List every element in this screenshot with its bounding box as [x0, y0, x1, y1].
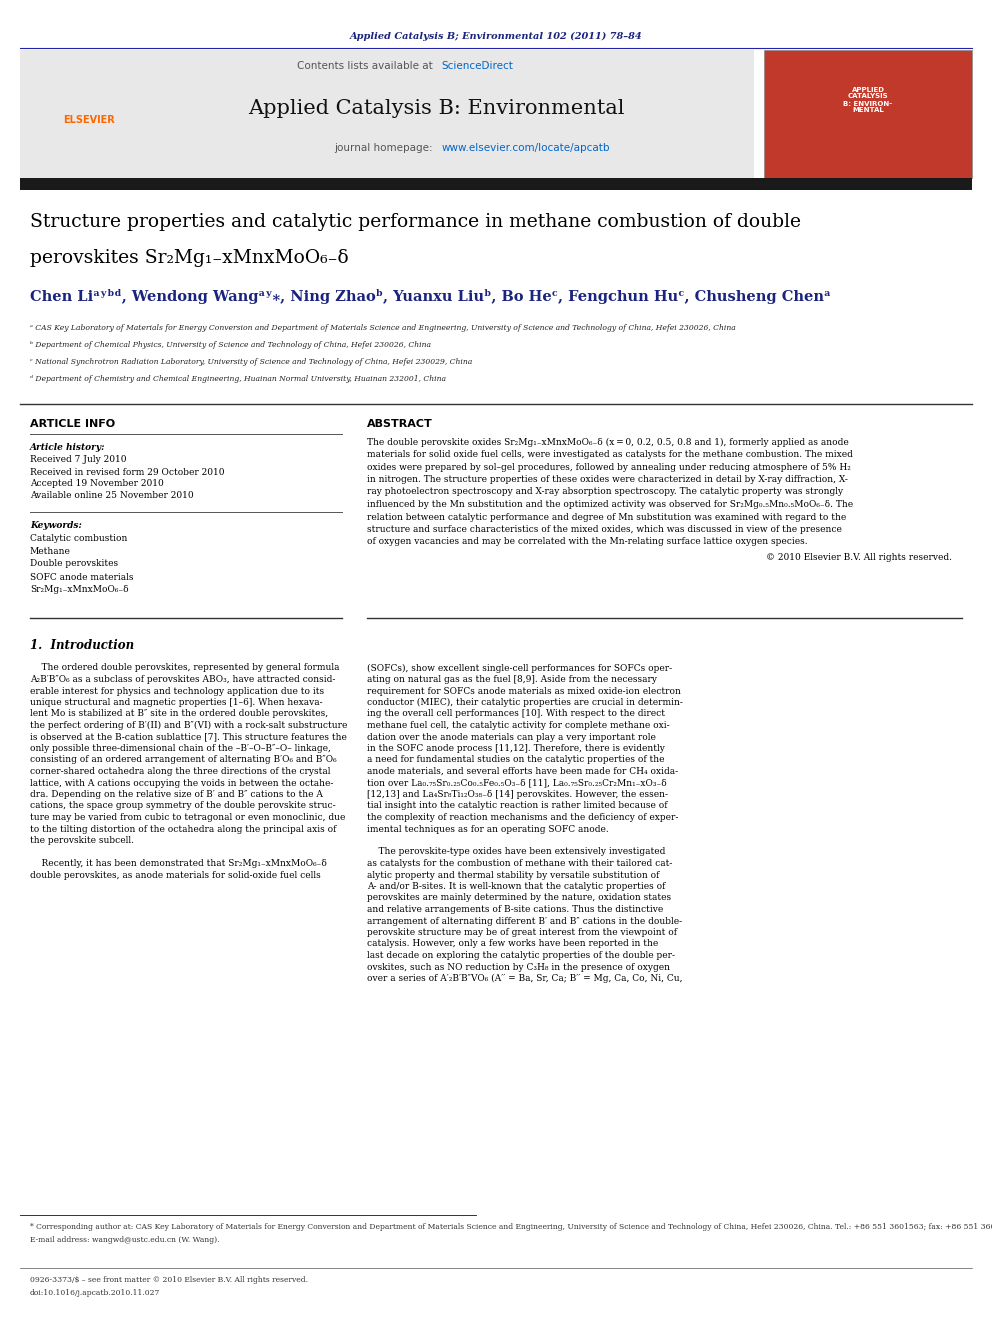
Text: oxides were prepared by sol–gel procedures, followed by annealing under reducing: oxides were prepared by sol–gel procedur… — [367, 463, 851, 471]
Text: ARTICLE INFO: ARTICLE INFO — [30, 419, 115, 429]
Text: The double perovskite oxides Sr₂Mg₁₋xMnxMoO₆₋δ (x = 0, 0.2, 0.5, 0.8 and 1), for: The double perovskite oxides Sr₂Mg₁₋xMnx… — [367, 438, 849, 447]
Text: Structure properties and catalytic performance in methane combustion of double: Structure properties and catalytic perfo… — [30, 213, 801, 232]
Text: and relative arrangements of B-site cations. Thus the distinctive: and relative arrangements of B-site cati… — [367, 905, 664, 914]
Text: the perfect ordering of B′(II) and B″(VI) with a rock-salt substructure: the perfect ordering of B′(II) and B″(VI… — [30, 721, 347, 730]
Text: relation between catalytic performance and degree of Mn substitution was examine: relation between catalytic performance a… — [367, 512, 846, 521]
Text: perovskites are mainly determined by the nature, oxidation states: perovskites are mainly determined by the… — [367, 893, 672, 902]
Text: consisting of an ordered arrangement of alternating B′O₆ and B″O₆: consisting of an ordered arrangement of … — [30, 755, 336, 765]
Text: as catalysts for the combustion of methane with their tailored cat-: as catalysts for the combustion of metha… — [367, 859, 673, 868]
Text: The ordered double perovskites, represented by general formula: The ordered double perovskites, represen… — [30, 664, 339, 672]
Text: 1.  Introduction: 1. Introduction — [30, 639, 134, 652]
Text: structure and surface characteristics of the mixed oxides, which was discussed i: structure and surface characteristics of… — [367, 525, 842, 534]
Text: alytic property and thermal stability by versatile substitution of: alytic property and thermal stability by… — [367, 871, 660, 880]
Text: Methane: Methane — [30, 546, 70, 556]
Text: Available online 25 November 2010: Available online 25 November 2010 — [30, 492, 193, 500]
Text: 0926-3373/$ – see front matter © 2010 Elsevier B.V. All rights reserved.: 0926-3373/$ – see front matter © 2010 El… — [30, 1275, 308, 1285]
Text: www.elsevier.com/locate/apcatb: www.elsevier.com/locate/apcatb — [441, 143, 610, 153]
Text: ELSEVIER: ELSEVIER — [63, 115, 115, 124]
Text: of oxygen vacancies and may be correlated with the Mn-relating surface lattice o: of oxygen vacancies and may be correlate… — [367, 537, 807, 546]
Text: * Corresponding author at: CAS Key Laboratory of Materials for Energy Conversion: * Corresponding author at: CAS Key Labor… — [30, 1222, 992, 1230]
Bar — [20, 50, 754, 179]
Text: Received 7 July 2010: Received 7 July 2010 — [30, 455, 126, 464]
Text: over a series of A′₂B′B″VO₆ (A′′ = Ba, Sr, Ca; B′′ = Mg, Ca, Co, Ni, Cu,: over a series of A′₂B′B″VO₆ (A′′ = Ba, S… — [367, 974, 682, 983]
Text: tion over La₀.₇₅Sr₀.₂₅Co₀.₅Fe₀.₅O₃₋δ [11], La₀.₇₅Sr₀.₂₅Cr₂Mn₁₋xO₃₋δ: tion over La₀.₇₅Sr₀.₂₅Co₀.₅Fe₀.₅O₃₋δ [11… — [367, 778, 667, 787]
Text: only possible three-dimensional chain of the –B′–O–B″–O– linkage,: only possible three-dimensional chain of… — [30, 744, 330, 753]
Text: ture may be varied from cubic to tetragonal or even monoclinic, due: ture may be varied from cubic to tetrago… — [30, 814, 345, 822]
Text: Received in revised form 29 October 2010: Received in revised form 29 October 2010 — [30, 467, 224, 476]
Text: ing the overall cell performances [10]. With respect to the direct: ing the overall cell performances [10]. … — [367, 709, 665, 718]
Text: perovskites Sr₂Mg₁₋xMnxMoO₆₋δ: perovskites Sr₂Mg₁₋xMnxMoO₆₋δ — [30, 249, 348, 267]
Text: APPLIED
CATALYSIS
B: ENVIRON-
MENTAL: APPLIED CATALYSIS B: ENVIRON- MENTAL — [843, 86, 893, 114]
Text: Article history:: Article history: — [30, 443, 105, 452]
Text: erable interest for physics and technology application due to its: erable interest for physics and technolo… — [30, 687, 323, 696]
Text: ScienceDirect: ScienceDirect — [441, 61, 513, 71]
Text: in the SOFC anode process [11,12]. Therefore, there is evidently: in the SOFC anode process [11,12]. There… — [367, 744, 665, 753]
Text: the complexity of reaction mechanisms and the deficiency of exper-: the complexity of reaction mechanisms an… — [367, 814, 679, 822]
Text: © 2010 Elsevier B.V. All rights reserved.: © 2010 Elsevier B.V. All rights reserved… — [766, 553, 952, 562]
Text: requirement for SOFCs anode materials as mixed oxide-ion electron: requirement for SOFCs anode materials as… — [367, 687, 681, 696]
Text: A₂B′B″O₆ as a subclass of perovskites ABO₃, have attracted consid-: A₂B′B″O₆ as a subclass of perovskites AB… — [30, 675, 335, 684]
Text: the perovskite subcell.: the perovskite subcell. — [30, 836, 134, 845]
Text: doi:10.1016/j.apcatb.2010.11.027: doi:10.1016/j.apcatb.2010.11.027 — [30, 1289, 160, 1297]
Text: [12,13] and La₄Sr₈Ti₁₂O₃₈₋δ [14] perovskites. However, the essen-: [12,13] and La₄Sr₈Ti₁₂O₃₈₋δ [14] perovsk… — [367, 790, 668, 799]
Text: Applied Catalysis B; Environmental 102 (2011) 78–84: Applied Catalysis B; Environmental 102 (… — [350, 32, 642, 41]
Text: double perovskites, as anode materials for solid-oxide fuel cells: double perovskites, as anode materials f… — [30, 871, 320, 880]
Text: SOFC anode materials: SOFC anode materials — [30, 573, 133, 582]
Text: perovskite structure may be of great interest from the viewpoint of: perovskite structure may be of great int… — [367, 927, 677, 937]
Text: journal homepage:: journal homepage: — [334, 143, 436, 153]
Text: Catalytic combustion: Catalytic combustion — [30, 533, 127, 542]
Text: lattice, with A cations occupying the voids in between the octahe-: lattice, with A cations occupying the vo… — [30, 778, 333, 787]
Text: lent Mo is stabilized at B″ site in the ordered double perovskites,: lent Mo is stabilized at B″ site in the … — [30, 709, 328, 718]
Text: a need for fundamental studies on the catalytic properties of the: a need for fundamental studies on the ca… — [367, 755, 665, 765]
Text: materials for solid oxide fuel cells, were investigated as catalysts for the met: materials for solid oxide fuel cells, we… — [367, 450, 853, 459]
Bar — [764, 50, 972, 179]
Text: in nitrogen. The structure properties of these oxides were characterized in deta: in nitrogen. The structure properties of… — [367, 475, 848, 484]
Text: E-mail address: wangwd@ustc.edu.cn (W. Wang).: E-mail address: wangwd@ustc.edu.cn (W. W… — [30, 1236, 219, 1244]
Text: to the tilting distortion of the octahedra along the principal axis of: to the tilting distortion of the octahed… — [30, 824, 336, 833]
Text: ᵇ Department of Chemical Physics, University of Science and Technology of China,: ᵇ Department of Chemical Physics, Univer… — [30, 341, 431, 349]
Text: ᵃ CAS Key Laboratory of Materials for Energy Conversion and Department of Materi: ᵃ CAS Key Laboratory of Materials for En… — [30, 324, 735, 332]
Text: catalysis. However, only a few works have been reported in the: catalysis. However, only a few works hav… — [367, 939, 659, 949]
Text: Keywords:: Keywords: — [30, 521, 81, 531]
Text: corner-shared octahedra along the three directions of the crystal: corner-shared octahedra along the three … — [30, 767, 330, 777]
Text: Contents lists available at: Contents lists available at — [298, 61, 436, 71]
Text: methane fuel cell, the catalytic activity for complete methane oxi-: methane fuel cell, the catalytic activit… — [367, 721, 670, 730]
Text: ᶜ National Synchrotron Radiation Laboratory, University of Science and Technolog: ᶜ National Synchrotron Radiation Laborat… — [30, 359, 472, 366]
Text: Accepted 19 November 2010: Accepted 19 November 2010 — [30, 479, 164, 488]
Text: Applied Catalysis B: Environmental: Applied Catalysis B: Environmental — [248, 98, 625, 118]
Text: (SOFCs), show excellent single-cell performances for SOFCs oper-: (SOFCs), show excellent single-cell perf… — [367, 663, 673, 672]
Text: last decade on exploring the catalytic properties of the double per-: last decade on exploring the catalytic p… — [367, 951, 675, 960]
Text: ovskites, such as NO reduction by C₃H₈ in the presence of oxygen: ovskites, such as NO reduction by C₃H₈ i… — [367, 963, 670, 971]
Text: Chen Liᵃʸᵇᵈ, Wendong Wangᵃʸ⁎, Ning Zhaoᵇ, Yuanxu Liuᵇ, Bo Heᶜ, Fengchun Huᶜ, Chu: Chen Liᵃʸᵇᵈ, Wendong Wangᵃʸ⁎, Ning Zhaoᵇ… — [30, 288, 830, 303]
Text: tial insight into the catalytic reaction is rather limited because of: tial insight into the catalytic reaction… — [367, 802, 668, 811]
Text: unique structural and magnetic properties [1–6]. When hexava-: unique structural and magnetic propertie… — [30, 699, 322, 706]
Text: Sr₂Mg₁₋xMnxMoO₆₋δ: Sr₂Mg₁₋xMnxMoO₆₋δ — [30, 586, 128, 594]
Text: influenced by the Mn substitution and the optimized activity was observed for Sr: influenced by the Mn substitution and th… — [367, 500, 853, 509]
Text: ᵈ Department of Chemistry and Chemical Engineering, Huainan Normal University, H: ᵈ Department of Chemistry and Chemical E… — [30, 374, 445, 382]
Text: cations, the space group symmetry of the double perovskite struc-: cations, the space group symmetry of the… — [30, 802, 335, 811]
Text: anode materials, and several efforts have been made for CH₄ oxida-: anode materials, and several efforts hav… — [367, 767, 679, 777]
Text: imental techniques as for an operating SOFC anode.: imental techniques as for an operating S… — [367, 824, 609, 833]
Text: The perovskite-type oxides have been extensively investigated: The perovskite-type oxides have been ext… — [367, 848, 666, 856]
Text: Recently, it has been demonstrated that Sr₂Mg₁₋xMnxMoO₆₋δ: Recently, it has been demonstrated that … — [30, 859, 326, 868]
Text: ABSTRACT: ABSTRACT — [367, 419, 433, 429]
Bar — [20, 179, 972, 191]
Text: dra. Depending on the relative size of B′ and B″ cations to the A: dra. Depending on the relative size of B… — [30, 790, 322, 799]
Text: arrangement of alternating different B′ and B″ cations in the double-: arrangement of alternating different B′ … — [367, 917, 682, 926]
Text: dation over the anode materials can play a very important role: dation over the anode materials can play… — [367, 733, 656, 741]
Text: is observed at the B-cation sublattice [7]. This structure features the: is observed at the B-cation sublattice [… — [30, 733, 346, 741]
Text: ray photoelectron spectroscopy and X-ray absorption spectroscopy. The catalytic : ray photoelectron spectroscopy and X-ray… — [367, 487, 843, 496]
Text: A- and/or B-sites. It is well-known that the catalytic properties of: A- and/or B-sites. It is well-known that… — [367, 882, 666, 890]
Text: ating on natural gas as the fuel [8,9]. Aside from the necessary: ating on natural gas as the fuel [8,9]. … — [367, 675, 657, 684]
Text: conductor (MIEC), their catalytic properties are crucial in determin-: conductor (MIEC), their catalytic proper… — [367, 699, 682, 706]
Text: Double perovskites: Double perovskites — [30, 560, 118, 569]
